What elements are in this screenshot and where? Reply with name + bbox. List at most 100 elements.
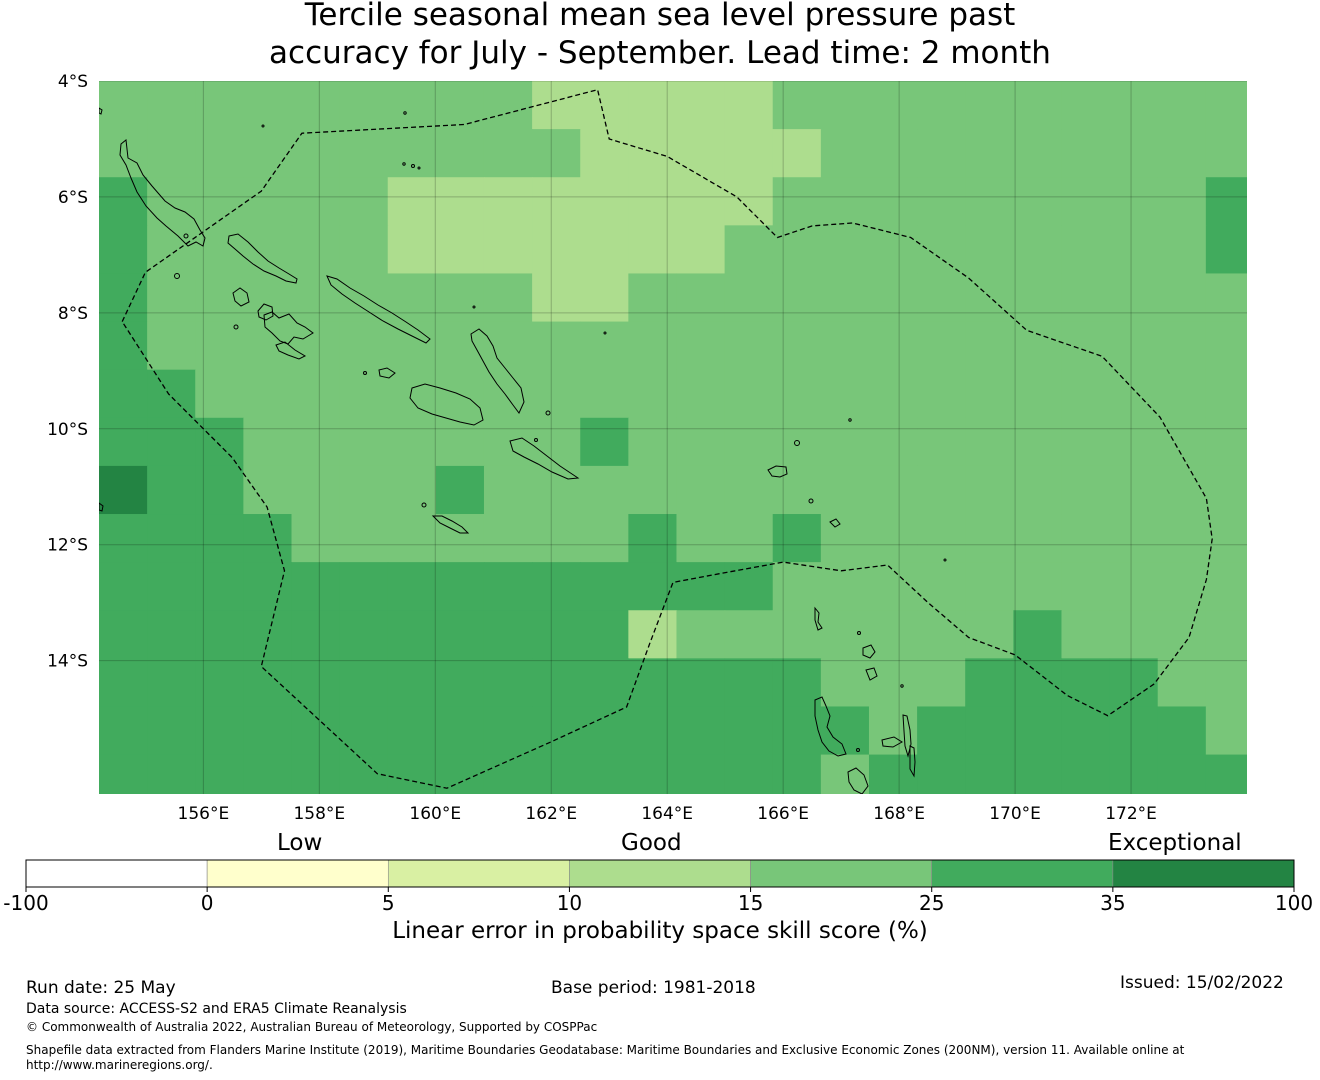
island-pentecost	[909, 745, 916, 778]
skill-cell	[1109, 754, 1159, 794]
skill-cell	[1157, 129, 1207, 178]
skill-cell	[580, 273, 629, 323]
skill-cell	[724, 129, 774, 178]
island-rendova	[275, 341, 307, 360]
skill-cell	[99, 754, 148, 794]
skill-cell	[243, 129, 293, 178]
skill-cell	[99, 803, 148, 852]
lat-tick-label: 6°S	[58, 188, 88, 208]
skill-cell	[820, 754, 870, 794]
skill-cell	[147, 562, 196, 611]
skill-cell	[339, 610, 389, 659]
skill-cell	[1013, 273, 1063, 323]
skill-cell	[1205, 273, 1247, 323]
skill-cell	[1205, 514, 1247, 563]
skill-cell	[724, 465, 774, 515]
skill-cell	[339, 321, 389, 371]
skill-cell	[868, 465, 918, 515]
skill-cell	[387, 225, 437, 275]
skill-cell	[676, 273, 726, 323]
skill-cell	[1157, 321, 1207, 371]
skill-cell	[99, 658, 148, 708]
colorbar-tick-label: -100	[3, 891, 48, 915]
skill-cell	[387, 369, 437, 419]
skill-cell	[339, 177, 389, 226]
skill-cell	[435, 321, 485, 371]
skill-cell	[628, 658, 678, 708]
skill-cell	[676, 81, 726, 130]
issued-date: Issued: 15/02/2022	[1120, 973, 1284, 993]
skill-cell	[1013, 129, 1063, 178]
skill-cell	[628, 81, 678, 130]
skill-cell	[1157, 81, 1207, 130]
skill-cell	[1013, 658, 1063, 708]
skill-cell	[917, 706, 966, 756]
colorbar-segment	[387, 859, 570, 888]
skill-cell	[387, 81, 437, 130]
skill-cell	[868, 369, 918, 419]
skill-cell	[1013, 562, 1063, 611]
skill-cell	[1109, 658, 1159, 708]
skill-cell	[99, 706, 148, 756]
skill-cell	[772, 417, 822, 467]
skill-cell	[1157, 369, 1207, 419]
skill-cell	[580, 562, 629, 611]
skill-cell	[195, 273, 244, 323]
skill-cell	[1205, 562, 1247, 611]
skill-cell	[483, 465, 533, 515]
island-bougainville	[119, 139, 206, 247]
skill-cell	[387, 129, 437, 178]
lon-tick-label: 164°E	[641, 804, 693, 824]
skill-cell	[340, 803, 389, 852]
skill-cell	[965, 273, 1014, 323]
skill-cell	[820, 658, 870, 708]
skill-cell	[387, 417, 437, 467]
lat-tick-label: 14°S	[47, 652, 88, 672]
skill-cell	[291, 754, 341, 794]
skill-cell	[435, 225, 485, 275]
skill-cell	[1254, 177, 1303, 226]
skill-cell	[1205, 177, 1247, 226]
skill-cell	[483, 81, 533, 130]
skill-cell	[820, 177, 870, 226]
colorbar-segment	[1112, 859, 1295, 888]
skill-cell	[532, 562, 581, 611]
lon-tick-label: 160°E	[409, 804, 461, 824]
skill-cell	[1254, 803, 1303, 852]
skill-cell	[868, 417, 918, 467]
skill-cell	[965, 177, 1014, 226]
skill-cell	[1013, 417, 1063, 467]
skill-cell	[580, 417, 629, 467]
skill-cell	[917, 610, 966, 659]
skill-cell	[1109, 321, 1159, 371]
skill-cell	[387, 706, 437, 756]
skill-cell	[339, 81, 389, 130]
skill-cell	[1109, 562, 1159, 611]
skill-cell	[1109, 465, 1159, 515]
skill-cell	[387, 514, 437, 563]
skill-cell	[820, 417, 870, 467]
skill-cell	[917, 321, 966, 371]
skill-cell	[1061, 465, 1111, 515]
skill-cell	[580, 129, 629, 178]
skill-cell	[1157, 225, 1207, 275]
skill-cell	[1061, 321, 1111, 371]
skill-cell	[868, 562, 918, 611]
skill-cell	[483, 273, 533, 323]
skill-cell	[195, 81, 244, 130]
skill-cell	[532, 658, 581, 708]
skill-cell	[99, 129, 148, 178]
skill-cell	[1013, 465, 1063, 515]
skill-cell	[1061, 706, 1111, 756]
skill-cell	[1205, 465, 1247, 515]
colorbar-outline	[25, 859, 1295, 888]
skill-cell	[532, 81, 581, 130]
skill-cell	[532, 754, 581, 794]
skill-cell	[1061, 129, 1111, 178]
skill-cell	[195, 706, 244, 756]
skill-cell	[1157, 177, 1207, 226]
skill-cell	[965, 514, 1014, 563]
skill-cell	[1013, 514, 1063, 563]
skill-cell	[868, 177, 918, 226]
